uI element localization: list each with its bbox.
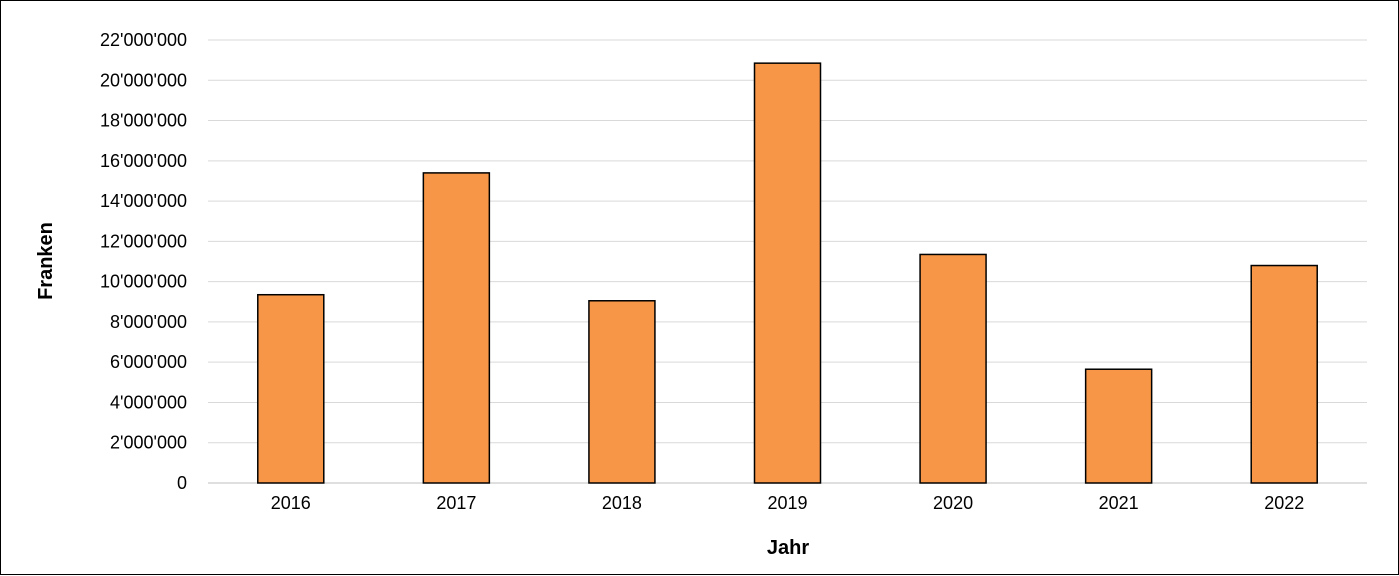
x-axis-ticks: 2016 2017 2018 2019 2020 2021 2022 xyxy=(271,493,1304,513)
x-tick-label: 2017 xyxy=(436,493,476,513)
bar-2021 xyxy=(1084,368,1153,484)
bar-2022 xyxy=(1250,264,1318,484)
x-tick-label: 2021 xyxy=(1099,493,1139,513)
bar-2020 xyxy=(919,253,987,484)
y-tick-label: 22'000'000 xyxy=(100,30,187,50)
y-tick-label: 2'000'000 xyxy=(110,433,187,453)
y-tick-label: 18'000'000 xyxy=(100,111,187,131)
x-axis-title: Jahr xyxy=(767,537,809,559)
y-axis-ticks: 0 2'000'000 4'000'000 6'000'000 8'000'000 10'… xyxy=(100,30,187,493)
x-tick-label: 2022 xyxy=(1264,493,1304,513)
y-tick-label: 4'000'000 xyxy=(110,392,187,412)
x-tick-label: 2018 xyxy=(602,493,642,513)
bar-2017 xyxy=(422,172,491,484)
y-tick-label: 10'000'000 xyxy=(100,272,187,292)
x-tick-label: 2019 xyxy=(767,493,807,513)
bar-2016 xyxy=(257,293,325,484)
bar-2019 xyxy=(753,62,822,484)
y-tick-label: 20'000'000 xyxy=(100,70,187,90)
x-tick-label: 2020 xyxy=(933,493,973,513)
y-tick-label: 8'000'000 xyxy=(110,312,187,332)
y-tick-label: 12'000'000 xyxy=(100,231,187,251)
y-tick-label: 14'000'000 xyxy=(100,191,187,211)
y-axis-title: Franken xyxy=(35,222,57,300)
x-tick-label: 2016 xyxy=(271,493,311,513)
y-tick-label: 16'000'000 xyxy=(100,151,187,171)
bars xyxy=(257,62,1318,484)
y-tick-label: 6'000'000 xyxy=(110,352,187,372)
y-tick-label: 0 xyxy=(177,473,187,493)
bar-2018 xyxy=(588,300,656,484)
